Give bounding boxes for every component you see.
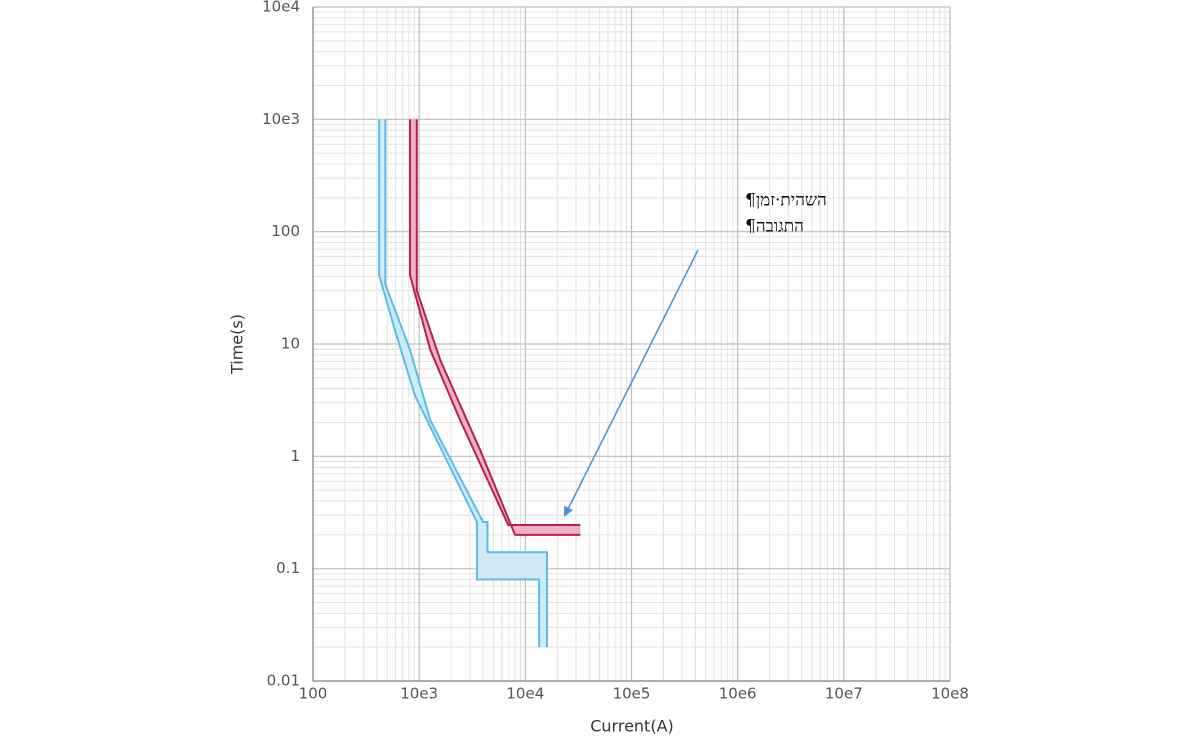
x-tick-label: 10e3 <box>400 685 438 703</box>
band-area <box>379 119 548 648</box>
x-tick-label: 100 <box>299 685 328 703</box>
x-tick-label: 10e5 <box>613 685 651 703</box>
x-tick-label: 10e8 <box>931 685 969 703</box>
x-tick-label: 10e7 <box>825 685 863 703</box>
grid <box>312 6 951 682</box>
x-axis-label: Current(A) <box>590 717 674 736</box>
curve-line <box>378 119 541 648</box>
annotation-text: השהית·זמן¶ <box>745 191 827 211</box>
y-tick-label: 0.1 <box>276 559 300 577</box>
y-axis-label: Time(s) <box>228 314 247 375</box>
curve-line <box>384 119 549 648</box>
annotation-arrow <box>564 249 699 517</box>
y-tick-label: 100 <box>271 222 300 240</box>
y-tick-label: 0.01 <box>267 672 300 690</box>
y-tick-label: 10 <box>281 335 300 353</box>
x-tick-label: 10e6 <box>719 685 757 703</box>
x-tick-label: 10e4 <box>506 685 544 703</box>
marks <box>378 119 581 648</box>
curve-line <box>415 119 581 536</box>
curve-line <box>409 119 581 526</box>
y-tick-label: 10e3 <box>262 110 300 128</box>
y-tick-label: 10e4 <box>262 0 300 16</box>
band-area <box>410 119 581 535</box>
annotation-text: התגובה¶ <box>745 217 804 237</box>
y-tick-label: 1 <box>290 447 300 465</box>
